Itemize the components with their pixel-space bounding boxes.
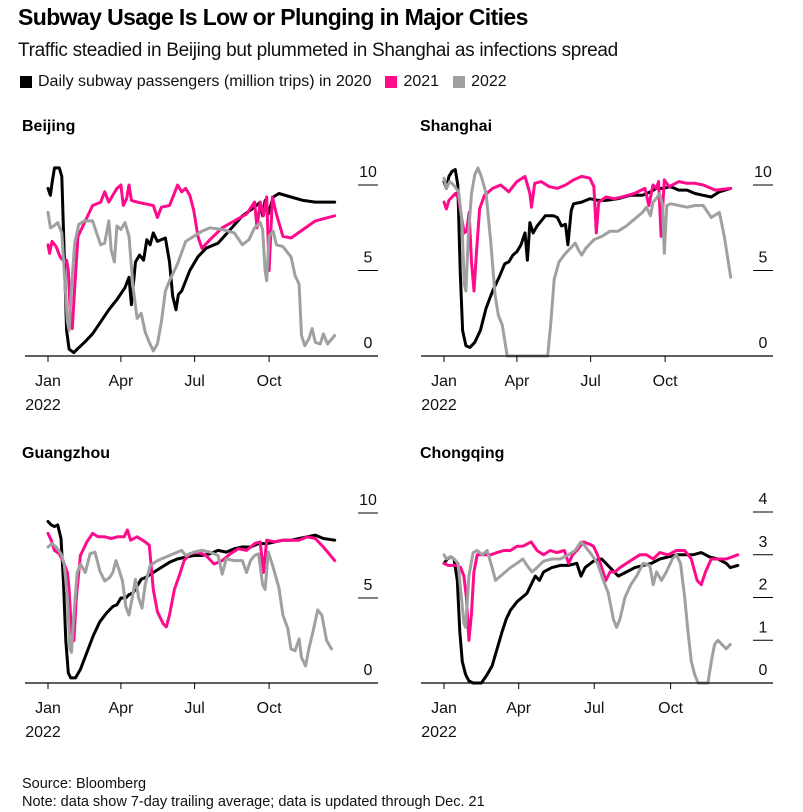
beijing-ytick-label-5: 5 bbox=[364, 250, 373, 267]
shanghai-ytick-label-5: 5 bbox=[759, 250, 768, 267]
shanghai-series-2021 bbox=[442, 174, 733, 293]
guangzhou-series-2022 bbox=[46, 542, 333, 668]
guangzhou-xtick-label-jan: Jan bbox=[35, 700, 61, 717]
chongqing-xtick-label-jan: Jan bbox=[431, 700, 457, 717]
beijing-ytick-label-10: 10 bbox=[359, 164, 377, 181]
chongqing-ytick-label-3: 3 bbox=[759, 534, 768, 551]
guangzhou-series-2021 bbox=[46, 528, 337, 642]
shanghai-xtick-label-jan: Jan bbox=[431, 373, 457, 390]
chongqing-xtick-label-oct: Oct bbox=[658, 700, 683, 717]
shanghai-series-2022 bbox=[442, 166, 733, 358]
legend-swatch-2022 bbox=[453, 76, 466, 88]
legend-swatch-2021 bbox=[385, 76, 398, 88]
guangzhou-ytick-label-0: 0 bbox=[364, 662, 373, 679]
panel-title-guangzhou: Guangzhou bbox=[22, 445, 110, 462]
beijing-xtick-label-jan: Jan bbox=[35, 373, 61, 390]
chongqing-xtick-label-apr: Apr bbox=[506, 700, 532, 717]
data-note: Note: data show 7-day trailing average; … bbox=[22, 794, 485, 810]
shanghai-ytick-label-0: 0 bbox=[759, 335, 768, 352]
beijing-series-2022 bbox=[46, 210, 337, 353]
legend-label-2021: 2021 bbox=[403, 73, 440, 90]
panel-title-chongqing: Chongqing bbox=[420, 445, 505, 462]
beijing-xtick-label-apr: Apr bbox=[108, 373, 134, 390]
beijing-xtick-sublabel-year: 2022 bbox=[25, 397, 61, 414]
guangzhou-xtick-label-jul: Jul bbox=[184, 700, 204, 717]
legend-label-2020: Daily subway passengers (million trips) … bbox=[38, 73, 372, 90]
chongqing-xtick-sublabel-year: 2022 bbox=[421, 724, 457, 741]
beijing-ytick-label-0: 0 bbox=[364, 335, 373, 352]
legend-item-2020: Daily subway passengers (million trips) … bbox=[20, 73, 371, 91]
shanghai-ytick-label-10: 10 bbox=[754, 164, 772, 181]
guangzhou-xtick-sublabel-year: 2022 bbox=[25, 724, 61, 741]
legend-item-2021: 2021 bbox=[385, 73, 439, 91]
chongqing-xtick-label-jul: Jul bbox=[584, 700, 604, 717]
shanghai-xtick-label-jul: Jul bbox=[580, 373, 600, 390]
legend-item-2022: 2022 bbox=[453, 73, 507, 91]
chart-subtitle: Traffic steadied in Beijing but plummete… bbox=[18, 40, 618, 61]
guangzhou-ytick-label-5: 5 bbox=[364, 577, 373, 594]
chongqing-ytick-label-4: 4 bbox=[759, 491, 768, 508]
chongqing-ytick-label-1: 1 bbox=[759, 619, 768, 636]
legend-label-2022: 2022 bbox=[471, 73, 507, 90]
chongqing-ytick-label-2: 2 bbox=[759, 577, 768, 594]
shanghai-xtick-label-apr: Apr bbox=[504, 373, 530, 390]
chongqing-ytick-label-0: 0 bbox=[759, 662, 768, 679]
shanghai-xtick-label-oct: Oct bbox=[653, 373, 678, 390]
legend-swatch-2020 bbox=[20, 76, 32, 88]
chongqing-series-2022 bbox=[442, 540, 732, 685]
guangzhou-series-2020 bbox=[46, 520, 337, 680]
footer: Source: Bloomberg Note: data show 7-day … bbox=[22, 775, 485, 811]
legend: Daily subway passengers (million trips) … bbox=[20, 73, 521, 91]
chart-title: Subway Usage Is Low or Plunging in Major… bbox=[18, 4, 528, 30]
guangzhou-xtick-label-apr: Apr bbox=[108, 700, 134, 717]
shanghai-xtick-sublabel-year: 2022 bbox=[421, 397, 457, 414]
guangzhou-ytick-label-10: 10 bbox=[359, 492, 377, 509]
guangzhou-xtick-label-oct: Oct bbox=[257, 700, 282, 717]
source-note: Source: Bloomberg bbox=[22, 776, 147, 792]
beijing-series-2021 bbox=[46, 183, 337, 331]
beijing-xtick-label-oct: Oct bbox=[257, 373, 282, 390]
panel-title-beijing: Beijing bbox=[22, 118, 76, 135]
panel-title-shanghai: Shanghai bbox=[420, 118, 493, 135]
beijing-xtick-label-jul: Jul bbox=[184, 373, 204, 390]
